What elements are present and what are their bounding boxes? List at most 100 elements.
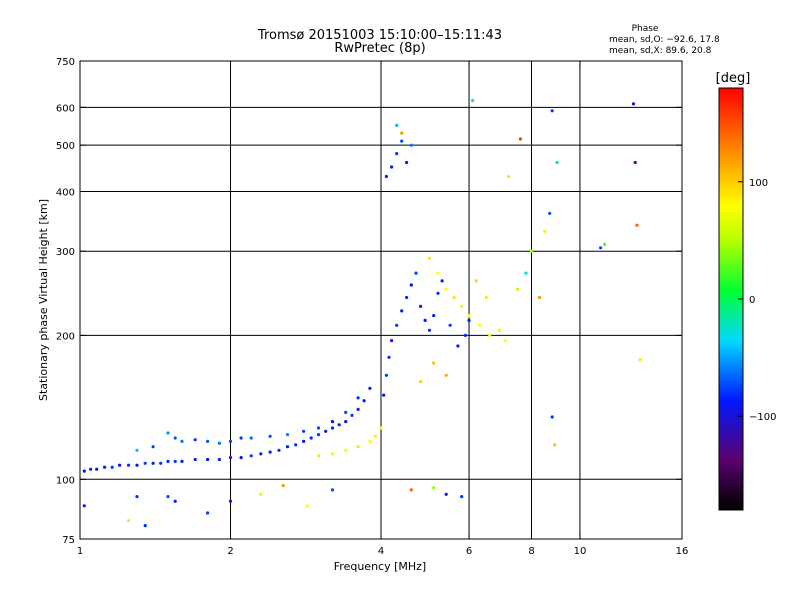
data-point <box>193 457 197 462</box>
data-point <box>635 223 639 227</box>
data-point <box>89 467 93 471</box>
data-point <box>324 429 328 433</box>
data-point <box>82 469 86 473</box>
data-point <box>285 445 290 449</box>
data-point <box>330 426 335 430</box>
data-point <box>356 396 360 400</box>
data-point <box>550 109 554 113</box>
data-point <box>504 339 508 343</box>
colorbar-label: [deg] <box>716 71 751 86</box>
data-point <box>285 433 290 437</box>
data-point <box>390 165 394 169</box>
data-point <box>180 459 184 463</box>
data-point <box>484 295 488 300</box>
x-tick-label: 8 <box>528 546 534 557</box>
y-tick-label: 500 <box>56 141 75 152</box>
data-point <box>427 328 432 332</box>
stats-line-x: mean, sd,X: 89.6, 20.8 <box>609 46 712 56</box>
data-point <box>599 246 603 250</box>
data-point <box>294 443 298 447</box>
data-point <box>281 484 285 488</box>
data-point <box>553 443 557 447</box>
data-point <box>362 399 366 403</box>
chart-title: Tromsø 20151003 15:10:00–15:11:43 <box>257 28 502 43</box>
data-point <box>151 445 155 449</box>
x-tick-label: 10 <box>574 546 587 557</box>
data-point <box>460 304 464 308</box>
data-point <box>555 160 559 165</box>
data-point <box>103 465 107 469</box>
data-point <box>548 211 552 215</box>
data-point <box>126 518 131 523</box>
data-point <box>173 436 177 440</box>
data-point <box>379 426 383 430</box>
data-point <box>440 279 444 283</box>
data-point <box>478 323 482 327</box>
data-point <box>259 492 263 496</box>
data-point <box>368 439 372 443</box>
data-point <box>432 314 436 318</box>
y-axis-label: Stationary phase Virtual Height [km] <box>37 199 50 401</box>
data-point <box>249 436 253 440</box>
data-point <box>159 461 163 465</box>
data-point <box>350 413 354 417</box>
data-point <box>217 457 221 462</box>
data-point <box>173 459 177 463</box>
data-point <box>518 137 523 141</box>
data-point <box>368 386 372 390</box>
data-point <box>82 504 86 508</box>
data-point <box>390 339 394 343</box>
data-point <box>305 504 309 508</box>
data-point <box>395 323 399 327</box>
data-point <box>166 459 170 463</box>
data-point <box>400 309 404 313</box>
data-point <box>444 492 448 496</box>
data-point <box>405 295 409 300</box>
data-point <box>537 295 542 300</box>
data-point <box>423 318 427 322</box>
data-point <box>409 143 413 147</box>
data-point <box>529 249 534 253</box>
data-point <box>337 423 341 427</box>
data-point <box>409 283 413 287</box>
data-point <box>395 152 399 156</box>
data-point <box>448 323 452 327</box>
data-point <box>228 439 233 443</box>
data-point <box>382 393 386 397</box>
data-point <box>444 373 448 377</box>
data-point <box>550 415 554 419</box>
x-axis-label: Frequency [MHz] <box>334 560 426 573</box>
data-point <box>268 434 272 438</box>
data-point <box>463 333 467 337</box>
data-point <box>395 123 399 127</box>
data-point <box>309 436 313 440</box>
data-point <box>217 441 221 445</box>
data-point <box>277 448 281 452</box>
chart-subtitle: RwPretec (8p) <box>334 41 425 56</box>
data-point <box>268 450 272 454</box>
colorbar-tick-label: 100 <box>749 178 768 189</box>
data-point <box>110 465 114 469</box>
data-point <box>126 463 131 467</box>
data-point <box>409 488 413 492</box>
data-point <box>414 271 418 275</box>
data-point <box>387 355 391 359</box>
colorbar-tick-label: −100 <box>749 412 776 423</box>
data-point <box>193 438 197 442</box>
data-point <box>384 373 388 377</box>
x-tick-label: 1 <box>77 546 83 557</box>
y-tick-label: 600 <box>56 103 75 114</box>
data-point <box>373 434 378 438</box>
data-point <box>524 271 528 275</box>
data-point <box>316 433 321 437</box>
data-point <box>436 291 440 295</box>
data-point <box>419 304 423 308</box>
data-point <box>206 457 210 462</box>
data-point <box>436 271 440 275</box>
data-point <box>460 495 464 499</box>
data-point <box>344 410 348 414</box>
data-point <box>444 287 448 291</box>
data-point <box>166 431 170 435</box>
data-point <box>330 420 335 424</box>
x-tick-label: 4 <box>378 546 384 557</box>
